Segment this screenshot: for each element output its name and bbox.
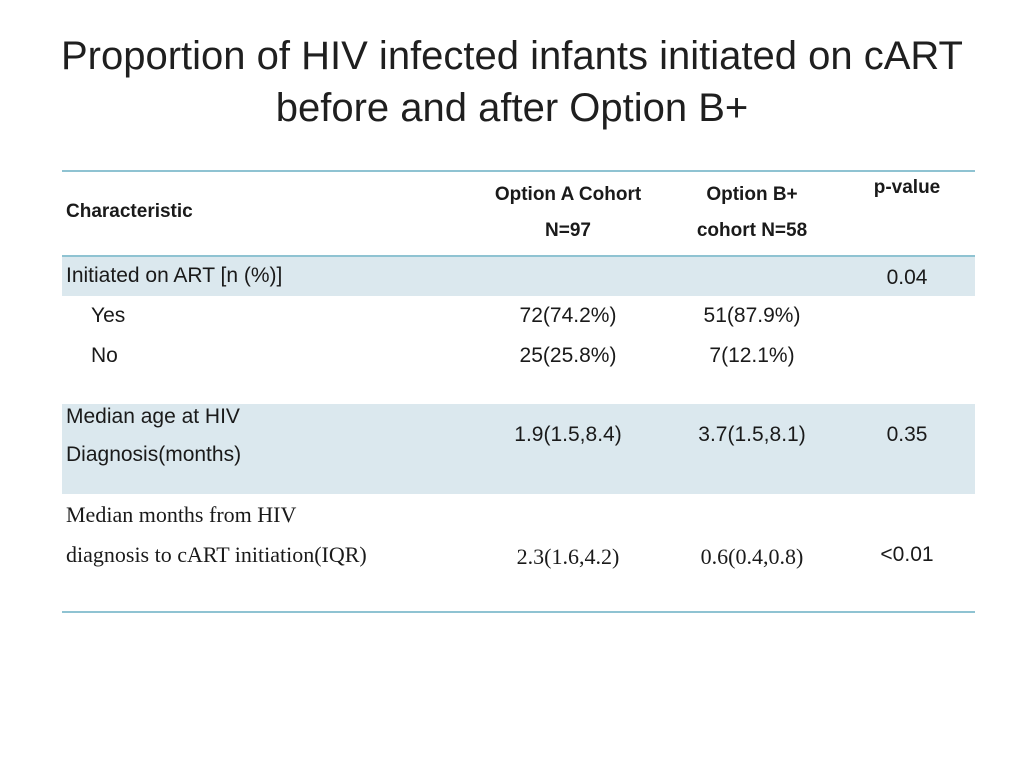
- row-band-initiated: [62, 256, 975, 296]
- row-no-label: No: [91, 344, 118, 367]
- row-yes-label: Yes: [91, 304, 126, 327]
- row-median-months-p-value: <0.01: [880, 543, 934, 566]
- row-median-age-option-b: 3.7(1.5,8.1): [698, 423, 806, 446]
- header-option-b-line1: Option B+: [706, 184, 798, 205]
- row-median-months-option-a: 2.3(1.6,4.2): [516, 544, 620, 569]
- row-median-age-label-line1: Median age at HIV: [66, 405, 240, 428]
- row-band-median-age: [62, 404, 975, 494]
- row-no-option-a: 25(25.8%): [519, 344, 617, 367]
- row-median-age-label-line2: Diagnosis(months): [66, 443, 242, 466]
- header-p-value: p-value: [873, 177, 941, 198]
- header-characteristic: Characteristic: [66, 201, 193, 222]
- row-yes-option-a: 72(74.2%): [519, 304, 617, 327]
- row-median-months-label-line2: diagnosis to cART initiation(IQR): [66, 542, 367, 567]
- row-no-option-b: 7(12.1%): [709, 344, 795, 367]
- table-top-rule: [62, 170, 975, 172]
- results-table: Characteristic Option A Cohort N=97 Opti…: [62, 170, 975, 613]
- row-yes-option-b: 51(87.9%): [703, 304, 801, 327]
- row-median-months-option-b: 0.6(0.4,0.8): [700, 544, 804, 569]
- header-option-a-line2: N=97: [545, 220, 591, 241]
- row-initiated-label: Initiated on ART [n (%)]: [66, 264, 283, 287]
- header-option-b-line2: cohort N=58: [696, 220, 808, 241]
- row-median-age-p-value: 0.35: [886, 423, 928, 446]
- header-option-a-line1: Option A Cohort: [494, 184, 642, 205]
- table-bottom-rule: [62, 611, 975, 613]
- row-initiated-p-value: 0.04: [886, 266, 928, 289]
- header-bottom-rule: [62, 255, 975, 257]
- row-median-age-option-a: 1.9(1.5,8.4): [514, 423, 622, 446]
- row-median-months-label-line1: Median months from HIV: [66, 502, 297, 527]
- slide-title: Proportion of HIV infected infants initi…: [61, 34, 963, 130]
